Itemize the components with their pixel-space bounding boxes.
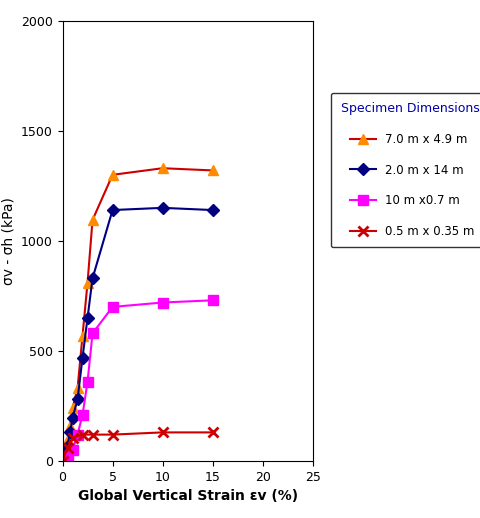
0.5 m x 0.35 m bbox=[60, 458, 65, 464]
0.5 m x 0.35 m bbox=[80, 431, 85, 438]
10 m x0.7 m bbox=[89, 330, 95, 337]
2.0 m x 14 m bbox=[84, 315, 90, 321]
10 m x0.7 m bbox=[60, 458, 65, 464]
Line: 7.0 m x 4.9 m: 7.0 m x 4.9 m bbox=[58, 163, 217, 466]
2.0 m x 14 m bbox=[109, 207, 115, 213]
10 m x0.7 m bbox=[209, 297, 215, 304]
2.0 m x 14 m bbox=[60, 458, 65, 464]
2.0 m x 14 m bbox=[70, 415, 75, 421]
7.0 m x 4.9 m bbox=[67, 423, 73, 429]
Line: 10 m x0.7 m: 10 m x0.7 m bbox=[58, 295, 217, 466]
Y-axis label: σv - σh (kPa): σv - σh (kPa) bbox=[1, 197, 15, 285]
2.0 m x 14 m bbox=[74, 396, 80, 402]
0.5 m x 0.35 m bbox=[109, 431, 115, 438]
7.0 m x 4.9 m bbox=[62, 447, 68, 453]
2.0 m x 14 m bbox=[159, 205, 165, 211]
7.0 m x 4.9 m bbox=[74, 385, 80, 392]
2.0 m x 14 m bbox=[64, 442, 70, 449]
Line: 2.0 m x 14 m: 2.0 m x 14 m bbox=[58, 204, 216, 465]
0.5 m x 0.35 m bbox=[70, 435, 75, 441]
2.0 m x 14 m bbox=[67, 429, 73, 436]
10 m x0.7 m bbox=[74, 431, 80, 438]
7.0 m x 4.9 m bbox=[109, 171, 115, 178]
2.0 m x 14 m bbox=[62, 451, 68, 457]
7.0 m x 4.9 m bbox=[209, 167, 215, 174]
10 m x0.7 m bbox=[80, 412, 85, 418]
0.5 m x 0.35 m bbox=[159, 429, 165, 436]
7.0 m x 4.9 m bbox=[80, 333, 85, 339]
0.5 m x 0.35 m bbox=[209, 429, 215, 436]
0.5 m x 0.35 m bbox=[89, 431, 95, 438]
10 m x0.7 m bbox=[159, 299, 165, 306]
Line: 0.5 m x 0.35 m: 0.5 m x 0.35 m bbox=[58, 427, 217, 466]
Legend: 7.0 m x 4.9 m, 2.0 m x 14 m, 10 m x0.7 m, 0.5 m x 0.35 m: 7.0 m x 4.9 m, 2.0 m x 14 m, 10 m x0.7 m… bbox=[330, 93, 480, 248]
7.0 m x 4.9 m bbox=[159, 165, 165, 171]
2.0 m x 14 m bbox=[80, 354, 85, 361]
0.5 m x 0.35 m bbox=[64, 444, 70, 451]
2.0 m x 14 m bbox=[89, 275, 95, 281]
X-axis label: Global Vertical Strain εv (%): Global Vertical Strain εv (%) bbox=[77, 490, 297, 503]
7.0 m x 4.9 m bbox=[70, 405, 75, 411]
7.0 m x 4.9 m bbox=[89, 217, 95, 223]
10 m x0.7 m bbox=[70, 447, 75, 453]
7.0 m x 4.9 m bbox=[84, 280, 90, 286]
7.0 m x 4.9 m bbox=[64, 436, 70, 442]
7.0 m x 4.9 m bbox=[60, 458, 65, 464]
2.0 m x 14 m bbox=[209, 207, 215, 213]
10 m x0.7 m bbox=[84, 379, 90, 385]
10 m x0.7 m bbox=[109, 304, 115, 310]
10 m x0.7 m bbox=[64, 454, 70, 460]
